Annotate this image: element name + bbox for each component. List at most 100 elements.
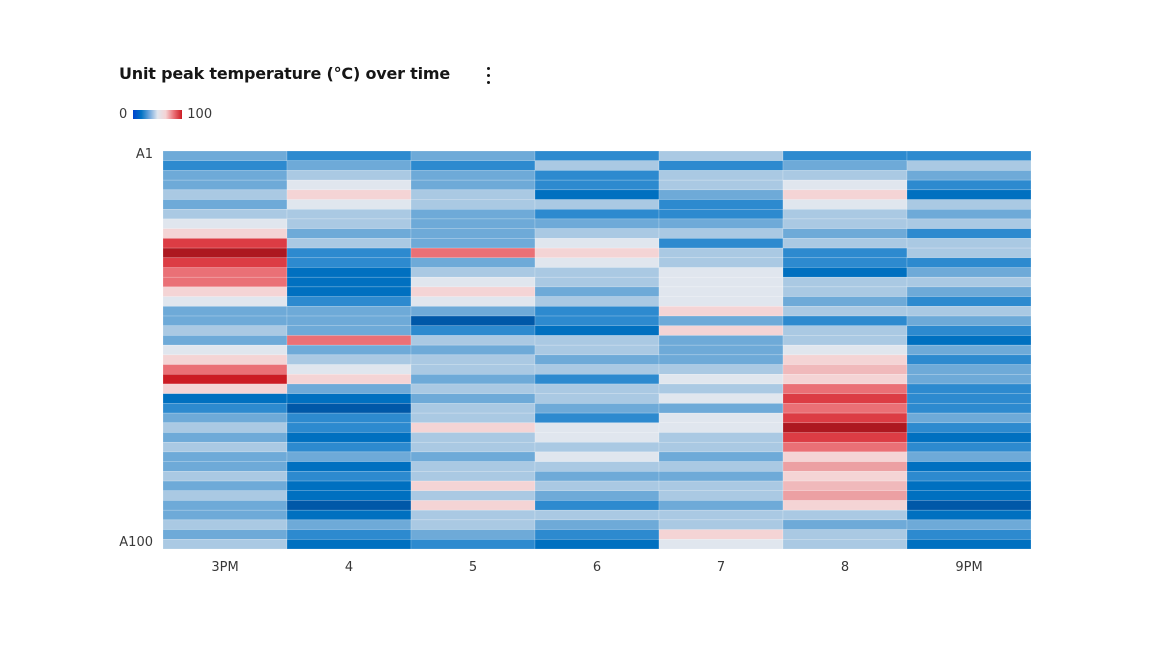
heatmap-cell[interactable] — [906, 238, 1032, 249]
heatmap-cell[interactable] — [906, 539, 1032, 550]
heatmap-cell[interactable] — [658, 441, 784, 453]
heatmap-cell[interactable] — [658, 403, 784, 414]
heatmap-cell[interactable] — [286, 228, 412, 239]
heatmap-cell[interactable] — [410, 238, 536, 249]
heatmap-cell[interactable] — [906, 276, 1032, 288]
heatmap-cell[interactable] — [286, 451, 412, 462]
heatmap-cell[interactable] — [410, 539, 536, 550]
heatmap-cell[interactable] — [782, 403, 908, 414]
heatmap-cell[interactable] — [906, 383, 1032, 394]
heatmap-cell[interactable] — [410, 267, 536, 278]
heatmap-cell[interactable] — [162, 471, 288, 482]
heatmap-cell[interactable] — [906, 325, 1032, 336]
heatmap-cell[interactable] — [286, 393, 412, 404]
heatmap-cell[interactable] — [658, 276, 784, 288]
heatmap-cell[interactable] — [286, 383, 412, 394]
heatmap-cell[interactable] — [658, 354, 784, 365]
heatmap-cell[interactable] — [534, 238, 660, 249]
heatmap-cell[interactable] — [782, 150, 908, 161]
heatmap-cell[interactable] — [782, 451, 908, 462]
heatmap-cell[interactable] — [658, 296, 784, 307]
heatmap-cell[interactable] — [658, 471, 784, 482]
heatmap-cell[interactable] — [906, 335, 1032, 346]
heatmap-cell[interactable] — [286, 519, 412, 530]
heatmap-cell[interactable] — [782, 238, 908, 249]
heatmap-cell[interactable] — [286, 160, 412, 171]
heatmap-cell[interactable] — [906, 315, 1032, 326]
heatmap-cell[interactable] — [534, 490, 660, 501]
heatmap-cell[interactable] — [534, 257, 660, 268]
heatmap-cell[interactable] — [534, 189, 660, 200]
overflow-menu-button[interactable] — [478, 62, 498, 88]
heatmap-cell[interactable] — [658, 325, 784, 336]
heatmap-cell[interactable] — [534, 383, 660, 394]
heatmap-cell[interactable] — [534, 296, 660, 307]
heatmap-cell[interactable] — [534, 461, 660, 472]
heatmap-cell[interactable] — [906, 374, 1032, 385]
heatmap-cell[interactable] — [410, 325, 536, 336]
heatmap-cell[interactable] — [162, 150, 288, 161]
heatmap-cell[interactable] — [410, 374, 536, 385]
heatmap-cell[interactable] — [410, 461, 536, 472]
heatmap-cell[interactable] — [782, 208, 908, 220]
heatmap-cell[interactable] — [286, 412, 412, 424]
heatmap-cell[interactable] — [286, 315, 412, 326]
heatmap-cell[interactable] — [534, 335, 660, 346]
heatmap-cell[interactable] — [162, 170, 288, 181]
heatmap-cell[interactable] — [658, 208, 784, 220]
heatmap-cell[interactable] — [782, 374, 908, 385]
heatmap-cell[interactable] — [534, 500, 660, 511]
heatmap-cell[interactable] — [782, 480, 908, 492]
heatmap-cell[interactable] — [658, 189, 784, 200]
heatmap-cell[interactable] — [410, 480, 536, 492]
heatmap-cell[interactable] — [162, 509, 288, 521]
heatmap-cell[interactable] — [286, 441, 412, 453]
heatmap-cell[interactable] — [782, 509, 908, 521]
heatmap-cell[interactable] — [782, 441, 908, 453]
heatmap-cell[interactable] — [782, 228, 908, 239]
heatmap-cell[interactable] — [782, 335, 908, 346]
heatmap-cell[interactable] — [162, 519, 288, 530]
heatmap-cell[interactable] — [658, 529, 784, 540]
heatmap-cell[interactable] — [410, 441, 536, 453]
heatmap-cell[interactable] — [162, 480, 288, 492]
heatmap-cell[interactable] — [782, 432, 908, 443]
heatmap-cell[interactable] — [162, 393, 288, 404]
heatmap-cell[interactable] — [286, 354, 412, 365]
heatmap-cell[interactable] — [162, 403, 288, 414]
heatmap-cell[interactable] — [162, 529, 288, 540]
heatmap-cell[interactable] — [782, 306, 908, 317]
heatmap-cell[interactable] — [410, 228, 536, 239]
heatmap-cell[interactable] — [162, 325, 288, 336]
heatmap-cell[interactable] — [410, 422, 536, 433]
heatmap-cell[interactable] — [534, 509, 660, 521]
heatmap-cell[interactable] — [286, 500, 412, 511]
heatmap-cell[interactable] — [162, 461, 288, 472]
heatmap-cell[interactable] — [286, 150, 412, 161]
heatmap-cell[interactable] — [534, 451, 660, 462]
heatmap-cell[interactable] — [782, 539, 908, 550]
heatmap-cell[interactable] — [534, 403, 660, 414]
heatmap-cell[interactable] — [286, 529, 412, 540]
heatmap-cell[interactable] — [658, 480, 784, 492]
heatmap-cell[interactable] — [782, 276, 908, 288]
heatmap-cell[interactable] — [906, 422, 1032, 433]
heatmap-cell[interactable] — [534, 160, 660, 171]
heatmap-cell[interactable] — [534, 539, 660, 550]
heatmap-cell[interactable] — [658, 344, 784, 356]
heatmap-cell[interactable] — [410, 412, 536, 424]
heatmap-cell[interactable] — [534, 276, 660, 288]
heatmap-cell[interactable] — [410, 344, 536, 356]
heatmap-cell[interactable] — [410, 306, 536, 317]
heatmap-cell[interactable] — [534, 325, 660, 336]
heatmap-cell[interactable] — [286, 539, 412, 550]
heatmap-cell[interactable] — [782, 519, 908, 530]
heatmap-cell[interactable] — [534, 344, 660, 356]
heatmap-cell[interactable] — [410, 451, 536, 462]
heatmap-cell[interactable] — [658, 451, 784, 462]
heatmap-cell[interactable] — [286, 296, 412, 307]
heatmap-cell[interactable] — [658, 199, 784, 210]
heatmap-cell[interactable] — [162, 218, 288, 229]
heatmap-cell[interactable] — [410, 276, 536, 288]
heatmap-cell[interactable] — [906, 267, 1032, 278]
